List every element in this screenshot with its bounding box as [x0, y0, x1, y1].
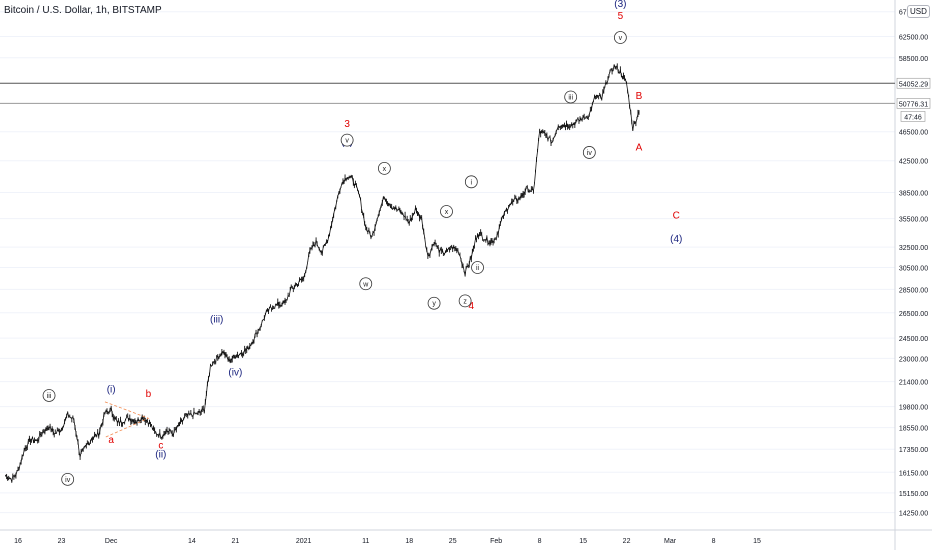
x-tick-label: 23	[58, 538, 66, 545]
x-tick-label: 2021	[296, 538, 312, 545]
wave-label-blue: (iv)	[228, 368, 242, 379]
wave-label-circled: ii	[476, 265, 480, 272]
y-tick-label: 19800.00	[899, 405, 928, 412]
x-tick-label: 15	[579, 538, 587, 545]
countdown-box	[900, 111, 926, 122]
x-tick-label: 14	[188, 538, 196, 545]
wave-label-red: 5	[618, 11, 624, 22]
x-tick-label: 8	[538, 538, 542, 545]
y-tick-label: 16150.00	[899, 470, 928, 477]
wave-label-circled: iii	[47, 393, 52, 400]
y-tick-label: 46500.00	[899, 130, 928, 137]
y-tick-label: 14250.00	[899, 511, 928, 518]
x-tick-label: 22	[623, 538, 631, 545]
wave-label-blue: (3)	[614, 0, 626, 10]
price-tag	[896, 77, 931, 89]
wave-label-blue: (ii)	[155, 450, 166, 461]
wave-label-red: C	[673, 211, 680, 222]
wave-label-circled: w	[362, 281, 369, 288]
y-tick-label: 30500.00	[899, 266, 928, 273]
y-tick-label: 62500.00	[899, 34, 928, 41]
wave-label-red: c	[158, 440, 163, 451]
wave-label-circled: iv	[587, 150, 593, 157]
y-tick-label: 21400.00	[899, 380, 928, 387]
wave-circle	[61, 472, 75, 486]
y-tick-label: 17350.00	[899, 447, 928, 454]
price-tag	[896, 98, 931, 109]
wave-label-red: 3	[344, 119, 350, 130]
x-tick-label: Feb	[490, 538, 502, 545]
x-tick-label: 18	[405, 538, 413, 545]
wave-label-blue: (iii)	[210, 315, 223, 326]
wave-circle	[377, 161, 391, 175]
wave-label-circled: iii	[568, 94, 573, 101]
y-tick-label: 23000.00	[899, 356, 928, 363]
price-line-series	[5, 64, 640, 482]
y-tick-label: 38500.00	[899, 191, 928, 198]
wave-label-circled: y	[432, 301, 436, 308]
wave-label-circled: v	[619, 35, 623, 42]
chart-title: Bitcoin / U.S. Dollar, 1h, BITSTAMP	[4, 5, 162, 16]
wave-label-red: B	[636, 91, 643, 102]
y-tick-label: 18550.00	[899, 426, 928, 433]
y-tick-label: 24500.00	[899, 336, 928, 343]
x-tick-label: 15	[753, 538, 761, 545]
y-tick-label: 35500.00	[899, 217, 928, 224]
x-tick-label: 16	[14, 538, 22, 545]
wave-label-red: b	[146, 389, 152, 400]
wave-label-red: 4	[469, 301, 475, 312]
wave-label-red: A	[636, 142, 643, 153]
price-line-label: 54052.29	[899, 81, 928, 88]
y-tick-label: 42500.00	[899, 159, 928, 166]
y-tick-label: 28500.00	[899, 287, 928, 294]
wave-circle	[471, 261, 484, 274]
x-tick-label: 21	[231, 538, 239, 545]
price-line-label: 50776.31	[899, 101, 928, 108]
wave-circle	[464, 175, 478, 189]
wave-circle	[427, 296, 441, 310]
wave-circle	[359, 277, 373, 291]
wave-circle	[458, 294, 472, 308]
wave-circle	[340, 133, 354, 147]
x-tick-label: 25	[449, 538, 457, 545]
wave-circle	[440, 205, 453, 218]
wave-label-circled: z	[463, 298, 467, 305]
triangle-pattern	[104, 401, 150, 438]
x-tick-label: 8	[712, 538, 716, 545]
wave-circle	[564, 90, 578, 104]
y-tick-label: 26500.00	[899, 311, 928, 318]
wave-label-circled: v	[345, 138, 349, 145]
currency-button[interactable]: USD	[907, 5, 930, 18]
x-tick-label: Mar	[664, 538, 677, 545]
wave-label-circled: x	[383, 166, 387, 173]
wave-label-circled: iv	[65, 477, 71, 484]
wave-label-circled: i	[471, 179, 473, 186]
x-tick-label: Dec	[105, 538, 118, 545]
wave-circle	[613, 31, 627, 44]
y-tick-label: 58500.00	[899, 56, 928, 63]
x-tick-label: 11	[362, 538, 369, 545]
y-tick-label: 32500.00	[899, 245, 928, 252]
wave-circle	[582, 146, 596, 159]
countdown-label: 47:46	[904, 114, 922, 121]
wave-label-circled: x	[445, 209, 449, 216]
wave-label-blue: (4)	[670, 234, 682, 245]
wave-label-red: a	[108, 435, 114, 446]
y-tick-label: 15150.00	[899, 491, 928, 498]
wave-label-blue: (i)	[107, 384, 116, 395]
wave-circle	[42, 389, 56, 402]
